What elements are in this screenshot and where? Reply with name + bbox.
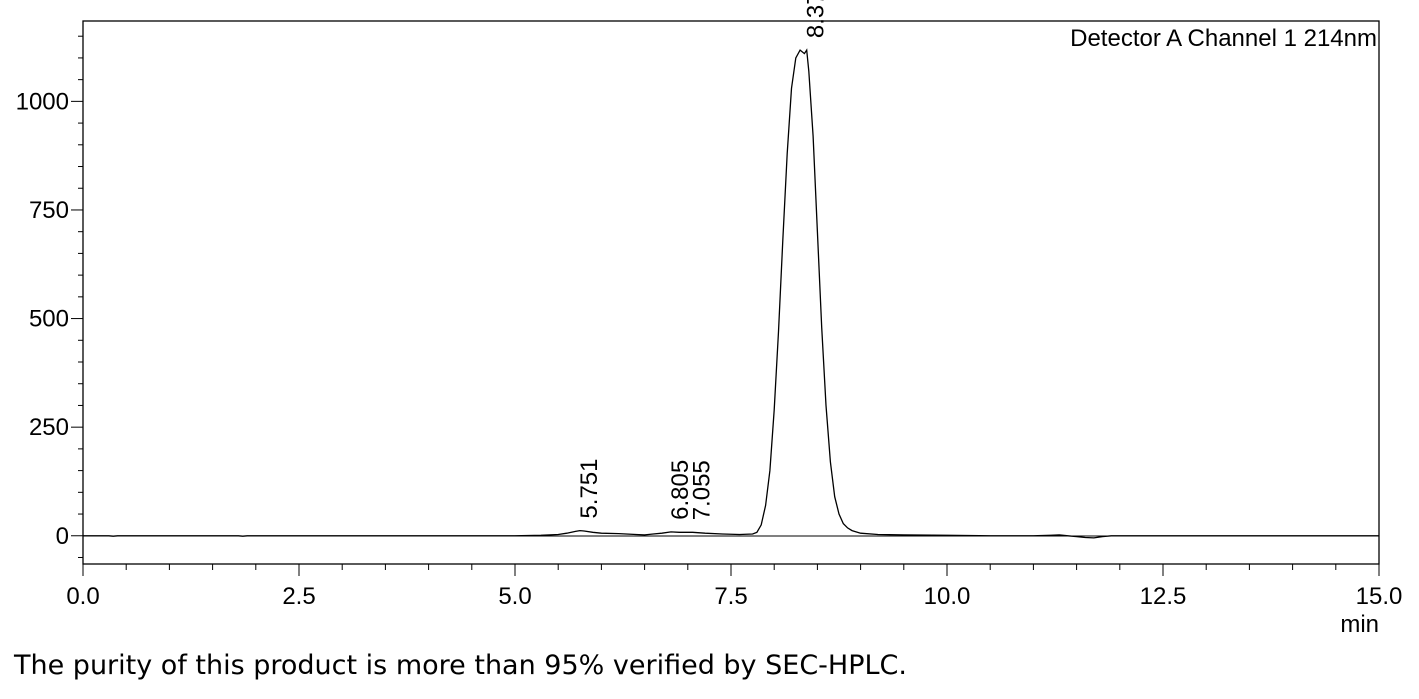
y-axis: 0 250 500 750 1000 bbox=[16, 35, 83, 558]
x-tick-label: 0.0 bbox=[66, 583, 99, 610]
y-tick-label: 750 bbox=[29, 197, 69, 224]
x-tick-label: 10.0 bbox=[924, 583, 971, 610]
y-tick-label: 0 bbox=[56, 523, 69, 550]
x-tick-label: 2.5 bbox=[282, 583, 315, 610]
y-tick-label: 500 bbox=[29, 306, 69, 333]
peak-label: 6.805 bbox=[667, 460, 694, 520]
peak-label: 7.055 bbox=[689, 460, 716, 520]
chromatogram-chart: 0.0 2.5 5.0 7.5 10.0 12.5 15.0 02505007501000 … bbox=[16, 0, 1403, 638]
y-tick-label: 1000 bbox=[16, 88, 69, 115]
peak-label: 8.376 bbox=[803, 0, 830, 38]
x-tick-label: 5.0 bbox=[498, 583, 531, 610]
x-axis: 0.0 2.5 5.0 7.5 10.0 12.5 15.0 bbox=[66, 564, 1402, 610]
x-tick-label: 7.5 bbox=[714, 583, 747, 610]
chromatogram-trace bbox=[83, 48, 1379, 539]
purity-caption: The purity of this product is more than … bbox=[14, 650, 907, 681]
chart-title: Detector A Channel 1 214nm bbox=[1070, 25, 1377, 52]
x-tick-label: 15.0 bbox=[1356, 583, 1403, 610]
peak-label: 5.751 bbox=[576, 458, 603, 518]
plot-frame bbox=[82, 20, 1380, 565]
x-axis-label: min bbox=[1340, 611, 1379, 638]
x-tick-label: 12.5 bbox=[1140, 583, 1187, 610]
y-tick-label: 250 bbox=[29, 414, 69, 441]
